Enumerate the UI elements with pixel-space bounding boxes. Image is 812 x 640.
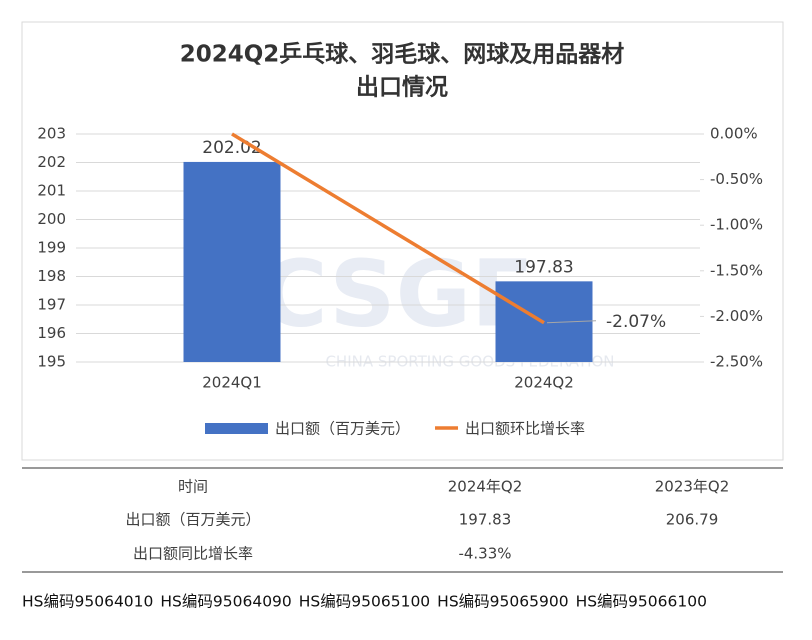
y-tick-label: 202 — [37, 153, 66, 171]
table-cell: -4.33% — [458, 545, 511, 563]
y-tick-label: 201 — [37, 182, 66, 200]
hs-code: HS编码95065100 — [299, 593, 430, 611]
table-cell: 206.79 — [666, 511, 719, 529]
bar-value-label: 197.83 — [514, 257, 573, 277]
y-tick-label: 203 — [37, 125, 66, 143]
watermark: CSGF — [260, 240, 534, 347]
legend-label: 出口额环比增长率 — [465, 420, 585, 438]
hs-code: HS编码95064010 — [22, 593, 153, 611]
y2-tick-label: -1.50% — [710, 261, 763, 279]
hs-code: HS编码95064090 — [160, 593, 291, 611]
y-tick-label: 196 — [37, 324, 66, 342]
table-cell: 197.83 — [459, 511, 512, 529]
table-cell: 出口额同比增长率 — [133, 545, 253, 563]
y-tick-label: 199 — [37, 239, 66, 257]
hs-code: HS编码95065900 — [437, 593, 568, 611]
y2-tick-label: -2.00% — [710, 307, 763, 325]
table-header: 时间 — [178, 478, 208, 496]
x-tick-label: 2024Q1 — [202, 374, 262, 392]
table-header: 2023年Q2 — [655, 478, 730, 496]
chart-frame — [21, 21, 784, 461]
legend-swatch — [205, 423, 268, 434]
y-tick-label: 195 — [37, 353, 66, 371]
y2-tick-label: -0.50% — [710, 170, 763, 188]
y-tick-label: 198 — [37, 267, 66, 285]
table-header: 2024年Q2 — [448, 478, 523, 496]
y-tick-label: 197 — [37, 296, 66, 314]
chart-subtitle: 出口情况 — [356, 75, 448, 101]
y2-tick-label: -2.50% — [710, 353, 763, 371]
bar — [183, 161, 281, 362]
table-cell: 出口额（百万美元） — [125, 511, 260, 529]
chart-title: 2024Q2乒乓球、羽毛球、网球及用品器材 — [180, 42, 625, 68]
line-value-label: -2.07% — [606, 312, 666, 332]
legend-label: 出口额（百万美元） — [275, 420, 410, 438]
y-tick-label: 200 — [37, 210, 66, 228]
label-leader — [546, 320, 597, 324]
y2-tick-label: -1.00% — [710, 216, 763, 234]
y2-tick-label: 0.00% — [710, 125, 758, 143]
hs-code: HS编码95066100 — [576, 593, 707, 611]
x-tick-label: 2024Q2 — [514, 374, 574, 392]
line — [231, 132, 545, 325]
